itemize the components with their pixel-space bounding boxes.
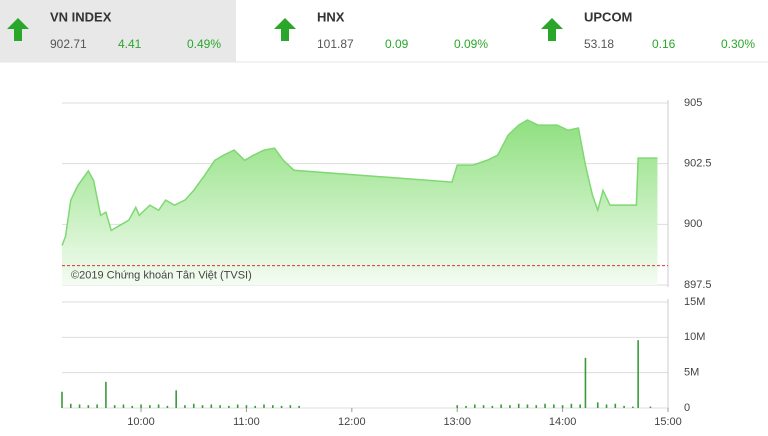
y-tick-label: 902.5	[684, 158, 712, 170]
y-tick-label: 897.5	[684, 279, 712, 291]
volume-bar	[131, 405, 134, 408]
volume-bar	[219, 405, 221, 408]
volume-bar	[456, 405, 459, 408]
volume-bar	[113, 405, 116, 408]
index-value: 902.71	[50, 37, 87, 51]
index-name[interactable]: UPCOM	[584, 9, 632, 24]
volume-bar	[201, 405, 204, 408]
volume-bar	[584, 357, 587, 408]
index-value: 53.18	[584, 37, 614, 51]
volume-bar	[491, 405, 494, 408]
x-tick-label: 11:00	[233, 416, 260, 428]
volume-bar	[535, 405, 538, 408]
x-tick-label: 15:00	[654, 416, 682, 428]
selected-tab	[0, 0, 236, 62]
volume-bar	[271, 405, 274, 408]
volume-bar	[236, 404, 239, 408]
volume-bar	[166, 405, 169, 408]
volume-bar	[140, 404, 142, 408]
volume-bar	[175, 390, 177, 408]
up-arrow	[541, 18, 563, 41]
volume-bar	[78, 404, 81, 408]
index-change: 0.16	[652, 37, 676, 51]
volume-bar	[289, 405, 292, 408]
price-area	[62, 119, 658, 285]
x-tick-label: 13:00	[443, 416, 471, 428]
up-arrow	[7, 18, 29, 41]
index-percent: 0.30%	[721, 37, 755, 51]
volume-bar	[579, 404, 581, 408]
volume-bar	[69, 403, 72, 408]
volume-bar	[96, 404, 98, 408]
index-change: 0.09	[385, 37, 409, 51]
volume-bar	[526, 404, 529, 408]
price-line	[61, 119, 658, 246]
volume-bar	[623, 405, 625, 408]
volume-bar	[570, 403, 573, 408]
volume-bar	[500, 404, 502, 408]
volume-bar	[298, 405, 300, 408]
volume-bar	[517, 403, 520, 408]
x-tick-label: 10:00	[127, 416, 155, 428]
volume-bar	[263, 404, 265, 408]
up-arrow	[274, 18, 296, 41]
index-name[interactable]: VN INDEX	[50, 9, 112, 24]
volume-bar	[482, 405, 485, 408]
volume-bar	[192, 403, 195, 408]
volume-bar	[632, 406, 634, 408]
index-value: 101.87	[317, 37, 354, 51]
volume-bar	[184, 405, 186, 408]
index-percent: 0.49%	[187, 37, 221, 51]
volume-bar	[465, 405, 467, 408]
volume-bar	[105, 381, 107, 408]
volume-bar	[61, 391, 63, 408]
y-tick-label: 5M	[684, 367, 699, 379]
y-tick-label: 905	[684, 97, 702, 109]
volume-bar	[157, 404, 160, 408]
y-tick-label: 0	[684, 402, 690, 414]
volume-bar	[473, 404, 476, 408]
y-tick-label: 900	[684, 218, 702, 230]
x-tick-label: 12:00	[338, 416, 366, 428]
volume-bar	[649, 406, 652, 408]
index-name[interactable]: HNX	[317, 9, 345, 24]
copyright: ©2019 Chứng khoán Tân Việt (TVSI)	[71, 269, 252, 281]
volume-bar	[614, 403, 617, 408]
index-percent: 0.09%	[454, 37, 488, 51]
volume-bar	[561, 405, 564, 408]
volume-bar	[553, 404, 555, 408]
volume-bar	[210, 404, 213, 408]
y-tick-label: 10M	[684, 331, 705, 343]
volume-bar	[122, 404, 125, 408]
volume-bar	[605, 404, 608, 408]
volume-bar	[228, 405, 230, 408]
volume-bar	[596, 402, 599, 408]
volume-bar	[280, 405, 283, 408]
volume-bar	[87, 405, 90, 408]
volume-bar	[509, 405, 511, 408]
volume-bar	[245, 405, 248, 408]
volume-bar	[637, 340, 639, 408]
y-tick-label: 15M	[684, 296, 705, 308]
volume-bar	[254, 405, 257, 408]
x-tick-label: 14:00	[549, 416, 577, 428]
volume-bar	[544, 403, 546, 408]
index-change: 4.41	[118, 37, 142, 51]
volume-bar	[149, 405, 151, 408]
